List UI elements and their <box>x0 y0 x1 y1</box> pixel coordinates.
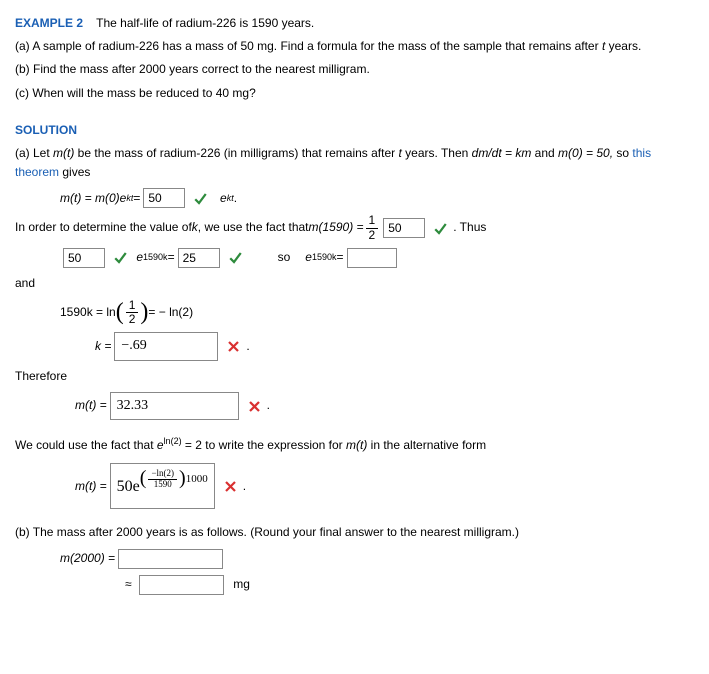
so-text: so <box>278 248 291 267</box>
alternative-line: We could use the fact that eln(2) = 2 to… <box>15 434 694 455</box>
part-c: (c) When will the mass be reduced to 40 … <box>15 84 694 103</box>
therefore-text: Therefore <box>15 367 694 386</box>
e-lhs: e <box>136 248 143 267</box>
eq-3: = <box>336 248 343 267</box>
half-fraction: 1 2 <box>366 214 379 241</box>
sol-a-so: so <box>613 146 632 160</box>
ln-den: 2 <box>126 313 139 326</box>
e-lhs-2: e <box>305 248 312 267</box>
dot-3: . <box>267 396 270 415</box>
unit-mg: mg <box>233 575 250 594</box>
mt-rhs-exp: kt <box>227 191 234 205</box>
k-value: −.69 <box>121 335 146 357</box>
eq-2: = <box>168 248 175 267</box>
thus: . Thus <box>453 218 486 237</box>
equation-ln: 1590k = ln ( 1 2 ) = − ln(2) <box>60 299 694 326</box>
cross-icon <box>247 399 262 414</box>
answer-input-3[interactable] <box>63 248 105 268</box>
example-label: EXAMPLE 2 <box>15 16 83 30</box>
sol-a-pre: (a) Let <box>15 146 53 160</box>
sol-a-post: years. Then <box>402 146 472 160</box>
equation-m2000-approx: ≈ mg <box>125 575 694 595</box>
part-b: (b) Find the mass after 2000 years corre… <box>15 60 694 79</box>
answer-input-m2000-approx[interactable] <box>139 575 224 595</box>
eq-1: = <box>133 189 140 208</box>
ln-frac: 1 2 <box>126 299 139 326</box>
alt-50e: 50e <box>117 474 140 500</box>
equation-m2000: m(2000) = <box>60 549 694 569</box>
alt-eq2: = 2 <box>182 438 202 452</box>
k-intro: In order to determine the value of <box>15 218 192 237</box>
part-a: (a) A sample of radium-226 has a mass of… <box>15 37 694 56</box>
alt-end: in the alternative form <box>367 438 486 452</box>
sol-m0: m(0) = 50, <box>558 146 613 160</box>
answer-input-1[interactable] <box>143 188 185 208</box>
mt-exp: kt <box>126 191 133 205</box>
answer-box-alt[interactable]: 50e ( −ln(2) 1590 ) 1000 <box>110 463 215 509</box>
part-a-text: (a) A sample of radium-226 has a mass of… <box>15 39 602 53</box>
alt-exp: ln(2) <box>164 436 182 446</box>
m2000-lhs: m(2000) = <box>60 549 115 568</box>
mt-value: 32.33 <box>117 395 149 417</box>
answer-input-5[interactable] <box>347 248 397 268</box>
check-icon <box>433 221 448 236</box>
dot-2: . <box>246 337 249 356</box>
answer-input-2[interactable] <box>383 218 425 238</box>
example-header: EXAMPLE 2 The half-life of radium-226 is… <box>15 14 694 33</box>
m1590: m(1590) = <box>309 218 364 237</box>
equation-e1590k: e1590k = so e1590k = <box>60 248 694 268</box>
half-den: 2 <box>366 229 379 242</box>
line-k-intro: In order to determine the value of k, we… <box>15 214 694 241</box>
alt-exp-frac: −ln(2) 1590 <box>148 469 177 490</box>
check-icon <box>193 191 208 206</box>
half-num: 1 <box>366 214 379 228</box>
cross-icon <box>223 479 238 494</box>
solution-a-text: (a) Let m(t) be the mass of radium-226 (… <box>15 144 694 182</box>
dot-4: . <box>243 477 246 496</box>
mt-rhs-e: e <box>220 189 227 208</box>
alt-mid: to write the expression for <box>202 438 346 452</box>
part-a-end: years. <box>605 39 641 53</box>
example-title: The half-life of radium-226 is 1590 year… <box>96 16 314 30</box>
answer-box-k[interactable]: −.69 <box>114 332 218 360</box>
mt-label: m(t) = <box>75 396 107 415</box>
check-icon <box>113 250 128 265</box>
solution-label: SOLUTION <box>15 121 694 140</box>
approx-sign: ≈ <box>125 575 132 594</box>
sol-dm: dm/dt = km <box>472 146 532 160</box>
alt-mt: m(t) <box>346 438 367 452</box>
alt-pre: We could use the fact that <box>15 438 157 452</box>
equation-mt-ans: m(t) = 32.33 . <box>75 392 694 420</box>
alt-1000: 1000 <box>186 471 208 489</box>
alt-e: e <box>157 438 164 452</box>
k-label: k = <box>95 337 111 356</box>
and-text: and <box>15 274 694 293</box>
alt-expr: 50e ( −ln(2) 1590 ) 1000 <box>117 474 208 500</box>
ln-num: 1 <box>126 299 139 313</box>
equation-mt: m(t) = m(0)ekt = ekt. <box>60 188 694 208</box>
dot-1: . <box>234 189 237 208</box>
mt-label-2: m(t) = <box>75 477 107 496</box>
e-exp: 1590k <box>143 250 168 264</box>
ln-lhs: 1590k = ln <box>60 303 116 322</box>
alt-expden: 1590 <box>148 480 177 490</box>
k-mid: , we use the fact that <box>198 218 309 237</box>
sol-a-mid: be the mass of radium-226 (in milligrams… <box>74 146 398 160</box>
sol-mt: m(t) <box>53 146 74 160</box>
answer-input-m2000[interactable] <box>118 549 223 569</box>
sol-a-end: and <box>531 146 558 160</box>
mt-lhs: m(t) = m(0)e <box>60 189 126 208</box>
check-icon <box>228 250 243 265</box>
e-exp-2: 1590k <box>312 250 337 264</box>
answer-box-mt[interactable]: 32.33 <box>110 392 239 420</box>
cross-icon <box>226 339 241 354</box>
ln-rhs: = − ln(2) <box>148 303 193 322</box>
part-b-line: (b) The mass after 2000 years is as foll… <box>15 523 694 542</box>
sol-gives: gives <box>59 165 90 179</box>
answer-input-4[interactable] <box>178 248 220 268</box>
equation-k: k = −.69 . <box>95 332 694 360</box>
equation-alt-form: m(t) = 50e ( −ln(2) 1590 ) 1000 . <box>75 463 694 509</box>
